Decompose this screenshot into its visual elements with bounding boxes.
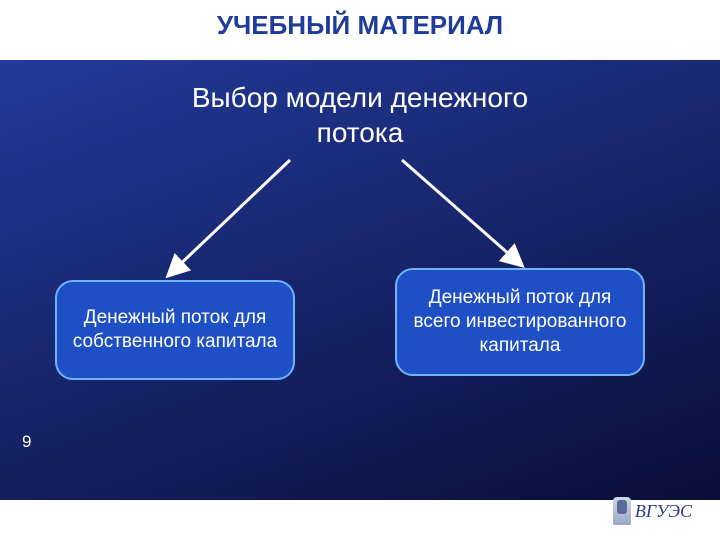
slide-title: УЧЕБНЫЙ МАТЕРИАЛ (0, 10, 720, 41)
page-number: 9 (22, 432, 31, 452)
logo-icon (613, 497, 631, 525)
arrow-0 (172, 160, 290, 272)
logo: ВГУЭС (613, 497, 692, 525)
diagram-area: Выбор модели денежногопотока 9 Денежный … (0, 60, 720, 500)
logo-text: ВГУЭС (635, 501, 692, 522)
arrow-1 (402, 160, 518, 262)
node-right: Денежный поток для всего инвестированног… (395, 268, 645, 376)
subtitle-line: Выбор модели денежного (0, 80, 720, 115)
slide: УЧЕБНЫЙ МАТЕРИАЛ Выбор модели денежногоп… (0, 0, 720, 540)
subtitle-line: потока (0, 115, 720, 150)
diagram-subtitle: Выбор модели денежногопотока (0, 80, 720, 150)
node-left: Денежный поток для собственного капитала (55, 280, 295, 380)
